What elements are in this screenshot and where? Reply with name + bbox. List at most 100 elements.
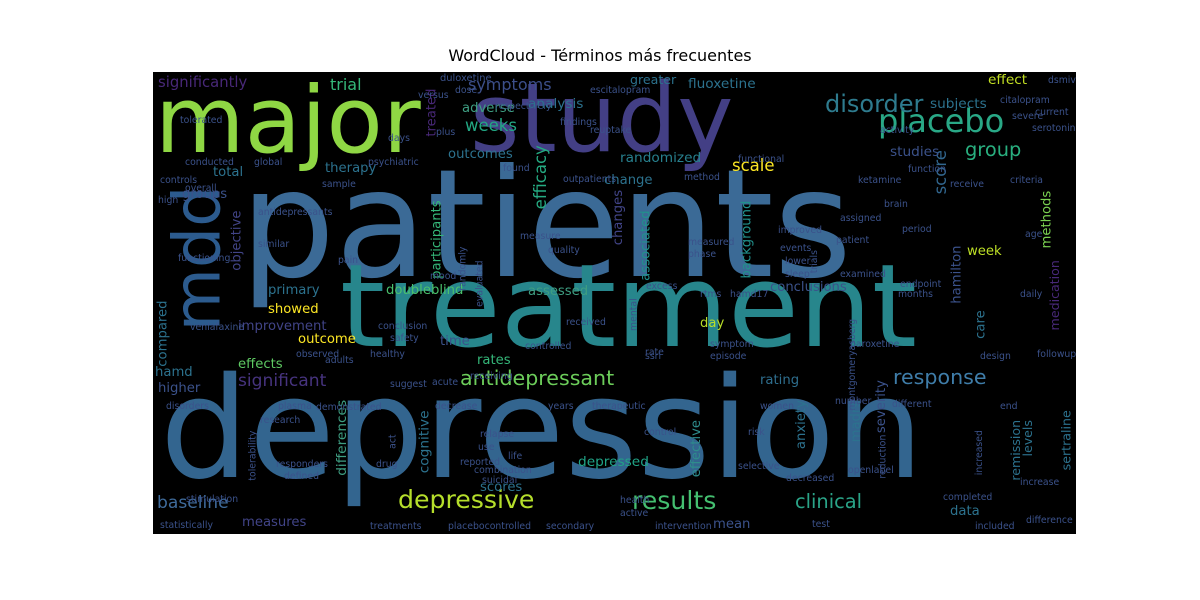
word-controls: controls [160,175,198,186]
word-test: test [812,519,830,530]
word-depression: depression [160,348,924,511]
word-women: women [760,401,794,412]
word-observed: observed [296,349,340,360]
word-phase: phase [688,249,717,260]
word-effects: effects [238,357,283,372]
word-groups: groups [182,187,228,202]
word-therapy: therapy [325,161,377,176]
word-responders: responders [276,459,328,470]
word-greater: greater [630,72,677,87]
word-hamd17: hamd17 [730,289,769,300]
word-life: life [508,451,523,462]
word-randomized: randomized [620,150,702,166]
word-quality: quality [548,245,580,256]
word-doubleblind: doubleblind [386,283,464,298]
word-current: current [1035,107,1069,118]
word-adults: adults [325,355,354,366]
word-day: day [700,316,725,331]
word-defined: defined [284,471,319,482]
word-safety: safety [390,333,419,344]
word-drug: drug [376,459,398,470]
word-response: response [893,365,987,389]
word-pain: pain [338,255,359,266]
word-antidepressant: antidepressant [460,366,615,390]
word-assigned: assigned [840,213,882,224]
word-outcomes: outcomes [448,147,513,162]
word-placebocontrolled: placebocontrolled [448,521,532,532]
word-stimulation: stimulation [186,494,239,505]
word-controlled: controlled [525,341,572,352]
word-completed: completed [943,492,993,503]
word-reuptake: reuptake [590,125,632,136]
word-ketamine: ketamine [858,175,902,186]
word-trials: trials [808,250,820,274]
word-symptom: symptom [710,339,754,350]
word-lower: lower [785,256,811,267]
word-higher: higher [158,381,201,396]
word-excess: excess [646,281,678,292]
word-included: included [975,521,1015,532]
word-venlafaxine: venlafaxine [190,322,245,333]
word-rtms: rtms [700,289,722,300]
word-escitalopram: escitalopram [590,85,651,96]
word-objective: objective [229,209,245,271]
word-rating: rating [760,373,800,388]
word-received: received [566,317,606,328]
word-clinical: clinical [795,490,863,513]
word-end: end [1000,401,1018,412]
word-anxiety: anxiety [793,400,809,450]
word-week: week [967,244,1002,259]
word-depressive: depressive [398,485,535,514]
word-plus: plus [436,127,456,138]
word-citalopram: citalopram [1000,95,1050,106]
word-showed: showed [268,302,319,317]
word-selective: selective [738,461,780,472]
word-increase: increase [1020,477,1060,488]
word-mood: mood [430,271,457,282]
word-outpatients: outpatients [563,174,617,185]
word-intervention: intervention [655,521,712,532]
word-results: results [632,486,717,515]
word-effective: effective [689,419,705,478]
word-different: different [892,399,932,410]
word-age: age [1025,229,1043,240]
word-fluoxetine: fluoxetine [688,76,756,92]
word-demonstrated: demonstrated [316,402,382,413]
word-measures: measures [242,515,307,530]
word-paroxetine: paroxetine [850,339,900,350]
word-function: function [908,164,946,175]
word-number: number [835,396,872,407]
word-period: period [902,224,932,235]
word-reduction: reduction [876,434,888,479]
word-risk: risk [748,427,765,438]
word-duloxetine: duloxetine [440,73,492,84]
word-receive: receive [950,179,984,190]
word-control: control [644,427,677,438]
word-significant: significant [238,371,327,391]
word-improvement: improvement [238,319,327,334]
word-studies: studies [890,144,940,160]
word-use: use [478,442,495,453]
word-weeks: weeks [465,116,517,135]
word-decreased: decreased [786,473,835,484]
word-conducted: conducted [185,157,234,168]
word-activity: activity [880,125,915,136]
wordcloud-canvas: patients depression treatment study major mdd… [153,72,1076,534]
word-suggest: suggest [390,379,427,390]
word-compared: compared [155,299,171,367]
word-mean: mean [713,517,751,532]
word-placebo: placebo [878,102,1005,140]
word-depressed: depressed [578,454,649,470]
word-hamd: hamd [155,365,193,380]
word-months: months [898,289,934,300]
word-severity: severity [873,380,889,434]
word-decrease: decrease [435,401,478,412]
word-act: act [387,433,399,449]
word-significantly: significantly [158,74,248,91]
word-rate: rate [645,347,664,358]
word-disorder: disorder [825,90,924,118]
word-brain: brain [884,199,908,210]
word-adverse: adverse [462,101,515,116]
word-acute: acute [432,377,459,388]
word-efficacy: efficacy [530,144,550,209]
